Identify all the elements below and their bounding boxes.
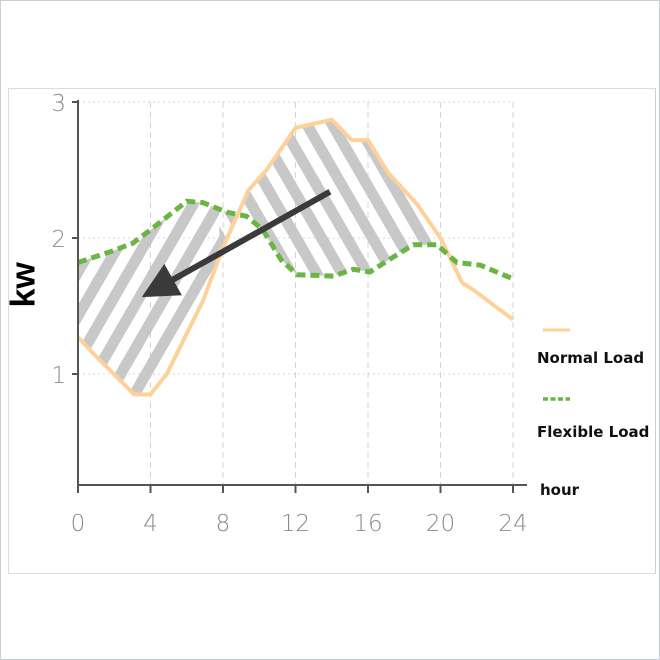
- hatched-area: [78, 201, 220, 395]
- series-lines: [76, 117, 515, 397]
- x-tick-label: 8: [216, 511, 231, 537]
- y-tick-label: 1: [51, 363, 66, 389]
- legend-label-normal-load: Normal Load: [537, 349, 645, 367]
- hatched-area: [219, 119, 441, 277]
- y-tick-label: 2: [51, 227, 66, 253]
- hatched-areas: [78, 119, 441, 395]
- annotations: [141, 189, 332, 298]
- shift-arrow: [141, 189, 332, 298]
- x-tick-label: 20: [426, 511, 455, 537]
- x-tick-label: 24: [498, 511, 527, 537]
- flexible-load-line: [77, 198, 514, 282]
- legend-label-flexible-load: Flexible Load: [537, 423, 650, 441]
- x-axis-label: hour: [540, 481, 580, 499]
- x-tick-label: 16: [353, 511, 382, 537]
- normal-load-line: [76, 117, 515, 397]
- x-tick-label: 4: [143, 511, 158, 537]
- y-tick-label: 3: [51, 91, 66, 117]
- x-tick-label: 12: [281, 511, 310, 537]
- y-axis-label: kw: [4, 262, 43, 308]
- axes: [72, 100, 527, 493]
- chart-panel: [8, 88, 656, 574]
- x-tick-label: 0: [71, 511, 86, 537]
